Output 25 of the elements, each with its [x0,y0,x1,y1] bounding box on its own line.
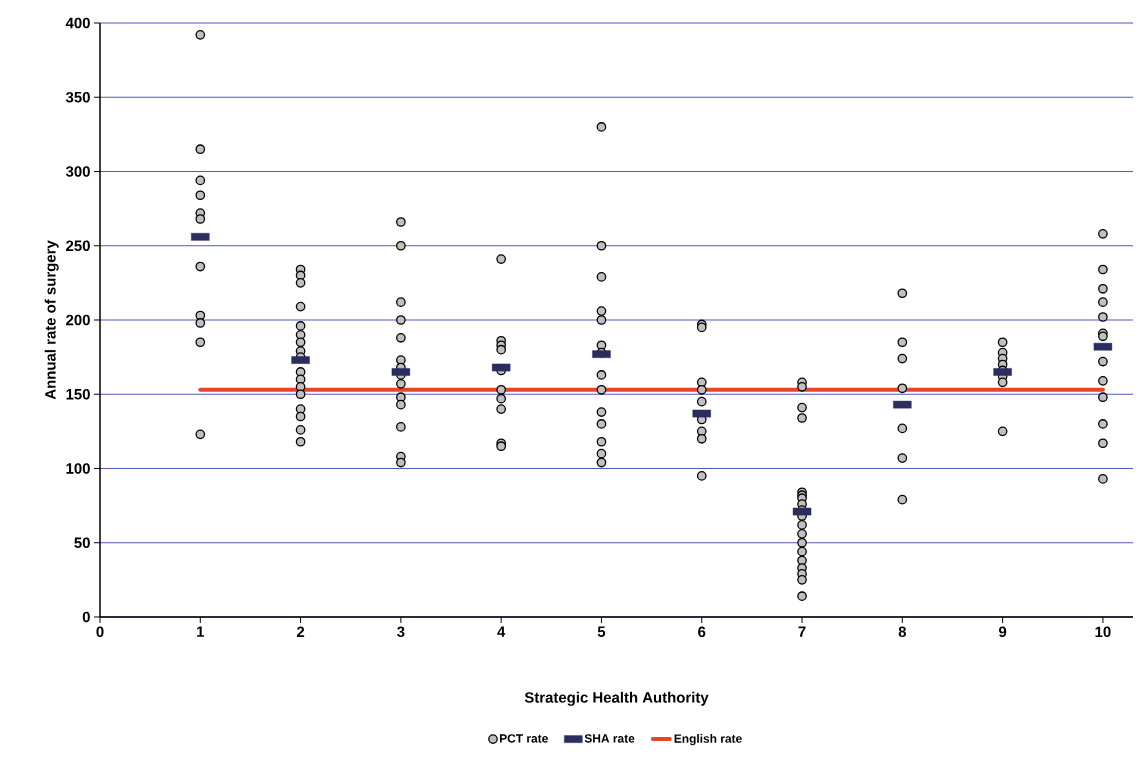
x-tick-label: 8 [898,626,907,638]
y-tick-label: 0 [82,611,90,623]
x-tick-label: 7 [798,626,806,637]
legend-label: SHA rate [584,734,635,743]
y-axis-title: Annual rate of surgery [44,240,59,400]
x-tick-label: 3 [397,626,405,638]
legend-label: English rate [674,734,742,746]
x-tick-label: 9 [998,626,1007,638]
y-tick-label: 100 [66,463,90,474]
x-tick-label: 1 [197,626,205,637]
y-tick-label: 400 [65,17,90,29]
y-tick-label: 300 [65,166,90,177]
legend-label: PCT rate [499,734,548,743]
x-tick-label: 0 [96,626,104,638]
y-tick-label: 200 [66,314,90,326]
x-tick-label: 6 [698,626,706,638]
x-tick-label: 5 [597,626,606,637]
y-tick-label: 250 [66,240,90,252]
x-tick-label: 4 [497,626,506,637]
x-tick-label: 2 [296,626,305,637]
y-tick-label: 150 [66,388,90,400]
x-tick-label: 10 [1095,626,1111,638]
y-tick-label: 50 [74,537,90,549]
y-tick-label: 350 [65,91,90,103]
x-axis-title: Strategic Health Authority [524,691,709,706]
